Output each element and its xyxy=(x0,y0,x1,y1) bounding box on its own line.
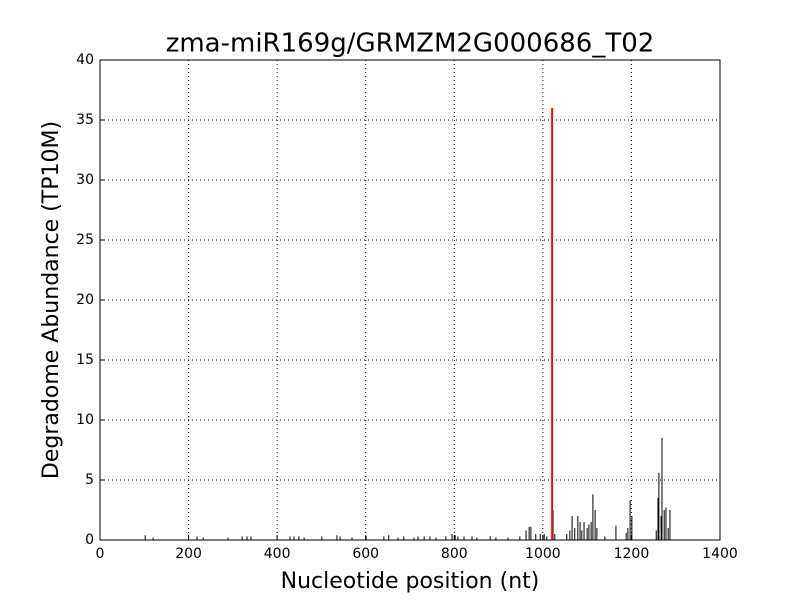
x-tick-label: 1000 xyxy=(525,546,561,562)
y-tick-label: 15 xyxy=(76,352,94,368)
x-tick-label: 200 xyxy=(175,546,202,562)
y-tick-label: 5 xyxy=(85,472,94,488)
x-tick-label: 0 xyxy=(96,546,105,562)
x-tick-label: 600 xyxy=(352,546,379,562)
x-tick-label: 1200 xyxy=(614,546,650,562)
y-tick-label: 35 xyxy=(76,112,94,128)
y-axis-label: Degradome Abundance (TP10M) xyxy=(39,121,64,479)
x-tick-label: 400 xyxy=(264,546,291,562)
y-tick-label: 30 xyxy=(76,172,94,188)
x-tick-label: 800 xyxy=(441,546,468,562)
y-tick-label: 0 xyxy=(85,532,94,548)
y-tick-label: 25 xyxy=(76,232,94,248)
y-tick-label: 10 xyxy=(76,412,94,428)
y-tick-label: 40 xyxy=(76,52,94,68)
x-tick-label: 1400 xyxy=(702,546,738,562)
plot-frame xyxy=(99,59,721,541)
x-axis-label: Nucleotide position (nt) xyxy=(281,569,540,594)
y-tick-label: 20 xyxy=(76,292,94,308)
chart-title: zma-miR169g/GRMZM2G000686_T02 xyxy=(166,29,655,59)
